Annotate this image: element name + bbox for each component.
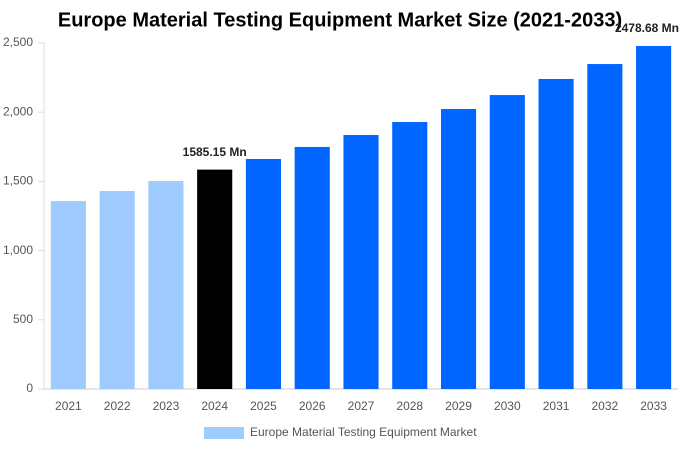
legend-swatch [204, 427, 244, 439]
x-tick-label: 2025 [250, 399, 277, 413]
x-tick-label: 2033 [640, 399, 667, 413]
x-tick-label: 2029 [445, 399, 472, 413]
bar [343, 135, 379, 389]
legend-label: Europe Material Testing Equipment Market [250, 425, 477, 439]
x-tick-label: 2028 [396, 399, 423, 413]
bar [440, 109, 477, 390]
x-tick-label: 2024 [201, 399, 228, 413]
y-tick-label: 2,500 [3, 35, 33, 49]
bar [587, 64, 623, 389]
x-tick-label: 2027 [348, 399, 375, 413]
x-tick-label: 2023 [153, 399, 180, 413]
y-tick-label: 0 [26, 381, 33, 395]
bar [245, 158, 282, 389]
bar [294, 146, 330, 389]
y-tick-label: 1,500 [3, 174, 33, 188]
bar [489, 95, 525, 390]
x-tick-label: 2032 [591, 399, 618, 413]
y-tick-label: 2,000 [3, 104, 33, 118]
x-tick-label: 2022 [104, 399, 131, 413]
bar [392, 122, 428, 389]
bar [99, 190, 135, 389]
bar [538, 78, 574, 389]
value-label: 1585.15 Mn [183, 145, 247, 159]
x-tick-label: 2030 [494, 399, 521, 413]
x-tick-label: 2031 [543, 399, 570, 413]
value-label: 2478.68 Mn [615, 21, 679, 35]
bar [636, 45, 672, 390]
y-tick-label: 1,000 [3, 243, 33, 257]
bar [197, 169, 233, 389]
y-tick-label: 500 [13, 312, 33, 326]
bar [148, 180, 184, 389]
x-tick-label: 2026 [299, 399, 326, 413]
x-tick-label: 2021 [55, 399, 82, 413]
bar [50, 201, 86, 389]
chart-title: Europe Material Testing Equipment Market… [58, 9, 622, 31]
